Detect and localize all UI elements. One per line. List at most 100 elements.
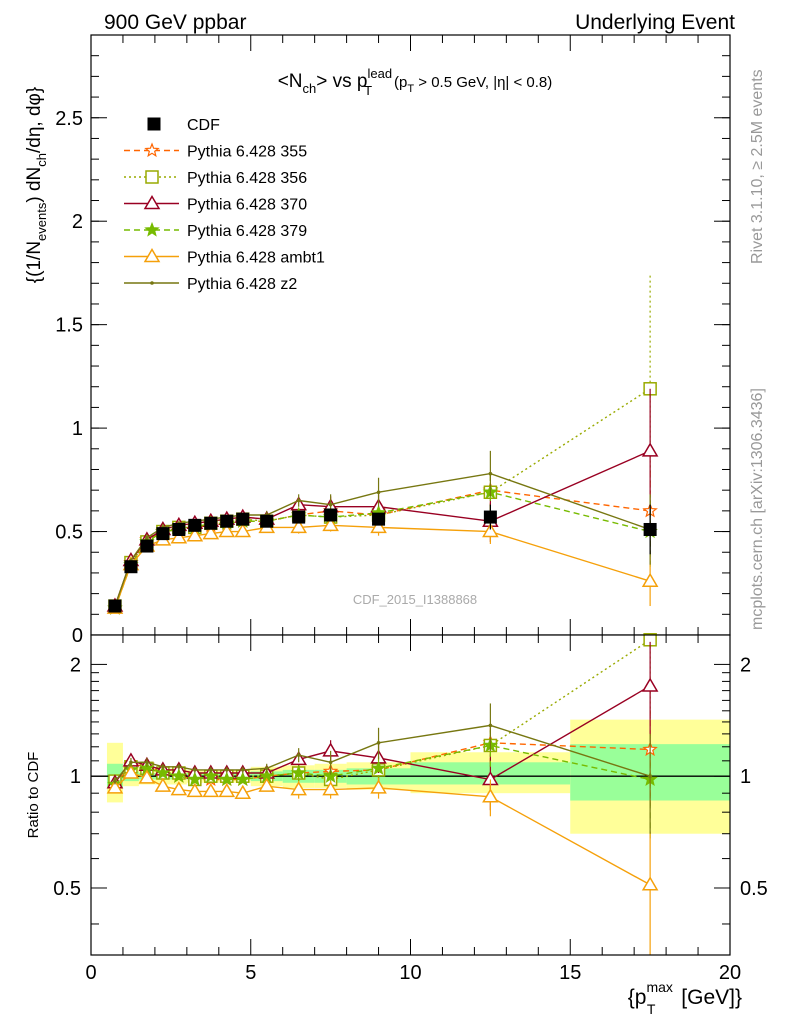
ratio-point [187,771,203,787]
legend-marker [144,221,160,237]
main-data-layer [106,275,659,615]
cdf-data-point [140,539,154,553]
mcplots-label: mcplots.cern.ch [arXiv:1306.3436] [749,388,766,630]
ratio-axes: 0.5 0.51 12 20 5 10 15 20 [53,635,768,984]
ratio-point [203,768,219,783]
header-left: 900 GeV ppbar [104,11,246,34]
legend: CDF Pythia 6.428 355 Pythia 6.428 356 Pythi… [124,117,325,293]
ratio-line [114,639,651,782]
cdf-data-point [372,512,386,526]
ratio-point [106,779,124,794]
main-axes: 0 0.5 1 1.5 2 2.5 [55,34,731,647]
ratio-point [648,774,652,778]
ratio-point [290,781,307,796]
legend-marker [143,195,161,210]
ylabel-c: /dη, dφ} [24,87,45,153]
ratio-y-tick-label-right: 2 [740,654,751,676]
header-right: Underlying Event [575,11,735,34]
ratio-point [234,784,252,799]
cdf-data-point [292,510,306,524]
legend-item-pythia-6-428-z2: Pythia 6.428 z2 [124,276,297,293]
series-cdf [108,504,657,613]
ratio-point [219,771,235,787]
ratio-point [370,760,387,775]
y-tick-label: 2.5 [55,108,83,130]
ratio-point [193,768,197,772]
x-tick-label: 10 [399,962,421,984]
data-point [218,523,236,538]
data-point [370,518,387,534]
series-line [114,491,651,609]
y-tick-label: 0.5 [55,522,83,544]
ylabel-b: ) dN [24,167,45,203]
data-point [170,529,188,544]
xlabel-a: {p [628,986,647,1009]
ratio-point [161,764,165,769]
data-point [202,525,220,540]
ratio-point [209,768,213,772]
ratio-point [122,764,140,779]
ratio-point [370,779,387,794]
legend-marker [147,117,161,131]
ratio-point [177,764,181,769]
title-nch-open: <N [278,71,303,92]
ratio-point [129,760,133,765]
data-point [290,518,307,534]
x-tick-label: 5 [245,962,256,984]
data-point [296,498,301,503]
main-y-axis-label: {(1/Nevents) dNch/dη, dφ} [24,87,49,283]
legend-item-pythia-6-428-356: Pythia 6.428 356 [124,170,307,187]
cdf-data-point [204,516,218,530]
legend-marker [143,248,161,263]
ratio-frame [90,634,731,956]
title-cut-rest: > 0.5 GeV, |η| < 0.8) [414,74,552,91]
ratio-point [641,677,659,692]
legend-label: CDF [187,117,220,134]
ratio-y-axis-label: Ratio to CDF [25,752,42,839]
ratio-series-pythia-6-428-ambt1 [106,764,659,955]
rivet-version-label: Rivet 3.1.10, ≥ 2.5M events [749,69,766,264]
cdf-data-point [260,514,274,528]
plot-title: <Nch> vs plead T (pT > 0.5 GeV, |η| < 0.8) [278,66,553,98]
data-point [641,572,659,587]
legend-item-pythia-6-428-379: Pythia 6.428 379 [124,221,307,240]
cdf-data-point [324,508,338,522]
y-tick-label: 2 [72,211,83,233]
cdf-data-point [172,522,186,536]
title-vs: > vs p [316,71,367,92]
legend-marker [150,281,154,285]
ylabel-a-sub: events [34,202,49,241]
y-tick-label: 1.5 [55,315,83,337]
cdf-data-point [643,522,657,536]
legend-label: Pythia 6.428 355 [187,144,307,161]
legend-marker [145,170,159,184]
data-point [482,523,499,538]
title-pt-sup: lead [368,66,393,81]
legend-label: Pythia 6.428 z2 [187,276,297,293]
ratio-y-tick-label: 0.5 [53,878,81,900]
x-tick-label: 15 [559,962,581,984]
title-cut-sub: T [407,83,414,95]
ratio-data-layer [91,633,730,955]
legend-label: Pythia 6.428 370 [187,197,307,214]
ylabel-b-sub: ch [34,153,49,167]
ratio-point [258,777,276,792]
ratio-point [154,777,172,792]
ratio-point [170,781,188,796]
x-tick-label: 0 [85,962,96,984]
xlabel-b: [GeV]} [675,986,742,1009]
ratio-point [488,723,493,728]
ratio-point [376,741,381,745]
data-point [641,442,659,457]
data-point [234,523,252,538]
cdf-data-point [483,510,497,524]
ylabel-a: {(1/N [24,241,45,283]
legend-label: Pythia 6.428 379 [187,223,307,240]
data-point [488,471,493,476]
ratio-y-tick-label-right: 1 [740,766,751,788]
ratio-point [218,782,236,798]
xlabel-sup: max [646,979,672,995]
ratio-point [224,768,229,772]
ratio-y-tick-label: 1 [70,766,81,788]
data-point [328,502,333,507]
